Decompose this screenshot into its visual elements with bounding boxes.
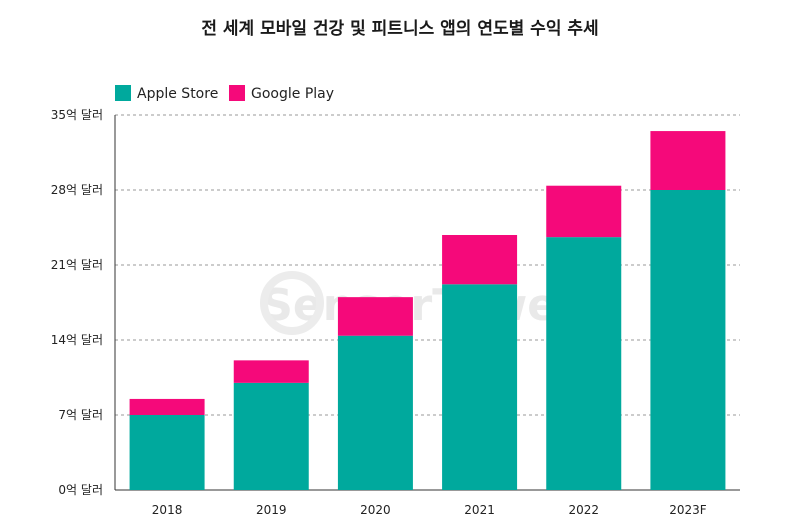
y-tick-label: 35억 달러: [51, 108, 103, 122]
bar-google-play-2022: [546, 185, 622, 238]
legend-label-google-play: Google Play: [251, 86, 334, 102]
bar-google-play-2019: [233, 360, 309, 383]
bar-apple-store-2018: [129, 415, 205, 490]
bar-apple-store-2022: [546, 237, 622, 490]
bar-google-play-2021: [442, 235, 518, 285]
bar-apple-store-2020: [337, 335, 413, 490]
watermark-logo: [260, 271, 324, 335]
bar-google-play-2020: [337, 297, 413, 336]
x-tick-label: 2021: [464, 503, 495, 517]
y-tick-label: 21억 달러: [51, 258, 103, 272]
y-tick-label: 0억 달러: [58, 483, 103, 497]
x-tick-label: 2018: [152, 503, 183, 517]
y-tick-label: 28억 달러: [51, 183, 103, 197]
x-tick-label: 2023F: [669, 503, 707, 517]
legend-swatch-google-play: [229, 85, 245, 101]
chart-title: 전 세계 모바일 건강 및 피트니스 앱의 연도별 수익 추세: [201, 19, 599, 39]
bar-apple-store-2019: [233, 382, 309, 490]
x-tick-label: 2019: [256, 503, 287, 517]
y-tick-label: 7억 달러: [58, 408, 103, 422]
bar-apple-store-2021: [442, 284, 518, 490]
x-tick-label: 2020: [360, 503, 391, 517]
bar-google-play-2023F: [650, 131, 726, 190]
legend-swatch-apple-store: [115, 85, 131, 101]
bar-apple-store-2023F: [650, 190, 726, 490]
y-tick-label: 14억 달러: [51, 333, 103, 347]
legend-label-apple-store: Apple Store: [137, 86, 218, 102]
bar-google-play-2018: [129, 398, 205, 415]
x-tick-label: 2022: [568, 503, 599, 517]
